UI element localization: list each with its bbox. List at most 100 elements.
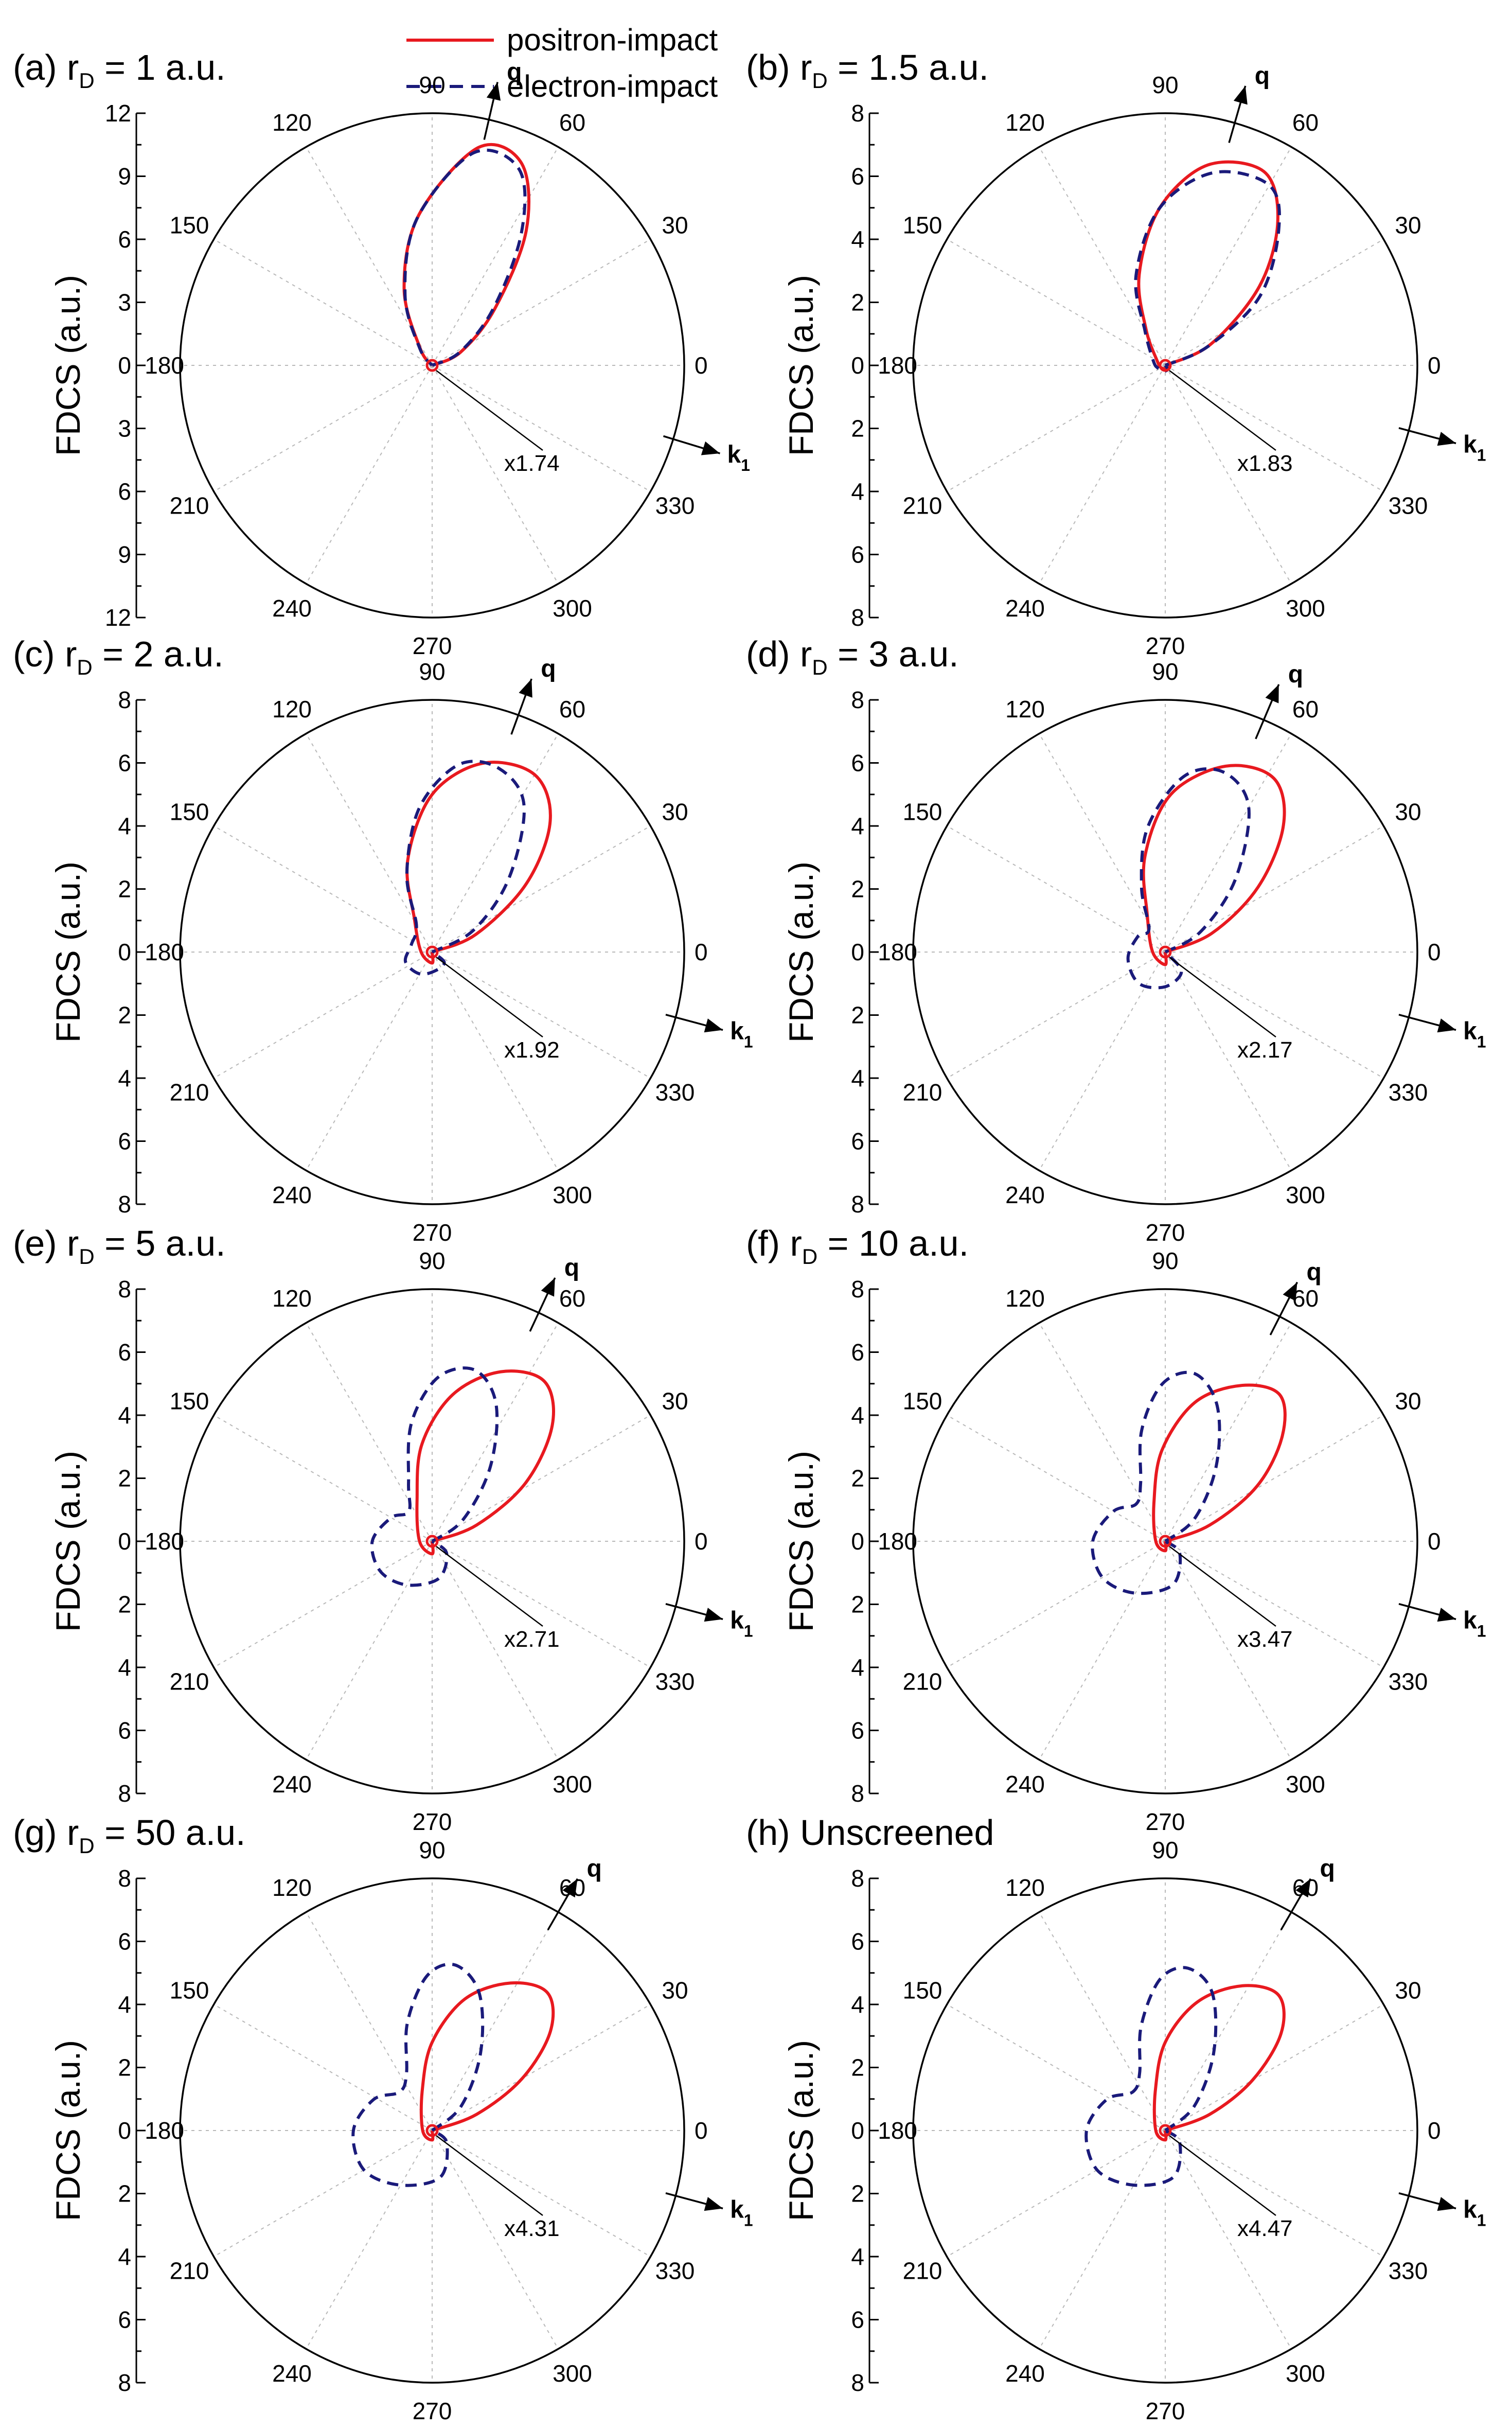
origin-marker (1159, 359, 1172, 372)
q-vector-arrowhead (486, 82, 501, 101)
radial-tick-label: 6 (851, 1928, 864, 1955)
radial-tick-label: 0 (118, 2117, 131, 2144)
angle-label-300: 300 (553, 595, 592, 622)
grid-spoke (947, 365, 1166, 492)
grid-spoke (432, 1541, 559, 1760)
series-electron-impact (403, 148, 527, 367)
origin-marker (425, 359, 439, 372)
angle-label-30: 30 (1395, 1977, 1421, 2004)
radial-tick-label: 6 (851, 1717, 864, 1744)
q-vector-label: q (1255, 62, 1270, 90)
polar-panel-c: (c) rD = 2 a.u. 9060300330300270240210180… (13, 634, 753, 1246)
angle-label-270: 270 (1146, 1808, 1185, 1835)
k1-vector-arrowhead (701, 441, 720, 455)
angle-label-210: 210 (170, 2258, 209, 2284)
angle-label-270: 270 (413, 1219, 452, 1246)
panel-title: (b) rD = 1.5 a.u. (746, 47, 989, 93)
q-vector-arrowhead (1265, 684, 1279, 703)
series-electron-impact (1091, 1370, 1221, 1595)
radial-tick-label: 12 (105, 604, 131, 631)
radial-tick-label: 2 (851, 1002, 864, 1029)
grid-spoke (1165, 825, 1384, 953)
radial-tick-label: 8 (118, 2369, 131, 2396)
radial-tick-label: 6 (851, 541, 864, 568)
radial-tick-label: 4 (851, 1065, 864, 1092)
angle-label-150: 150 (170, 212, 209, 239)
scale-factor-label: x1.74 (504, 451, 560, 476)
grid-spoke (432, 1541, 651, 1668)
radial-tick-label: 8 (851, 1780, 864, 1807)
angle-label-90: 90 (1152, 1247, 1178, 1274)
series-electron-impact (351, 1962, 485, 2187)
grid-spoke (214, 2004, 433, 2131)
scale-factor-label: x2.71 (504, 1627, 560, 1652)
angle-label-30: 30 (1395, 1388, 1421, 1415)
radial-tick-label: 6 (118, 1339, 131, 1366)
angle-label-240: 240 (1005, 2360, 1045, 2387)
scale-pointer-line (1169, 369, 1276, 451)
grid-spoke (214, 2130, 433, 2257)
angle-label-30: 30 (662, 1388, 688, 1415)
radial-tick-label: 6 (851, 1339, 864, 1366)
series-positron-impact (1137, 160, 1279, 371)
scale-factor-label: x1.92 (504, 1037, 560, 1063)
y-axis-title: FDCS (a.u.) (782, 2040, 820, 2221)
angle-label-180: 180 (145, 1528, 184, 1555)
grid-spoke (214, 1415, 433, 1542)
radial-tick-label: 3 (118, 415, 131, 442)
k1-vector-label: k1 (1463, 2196, 1486, 2229)
angle-label-330: 330 (1389, 1668, 1428, 1695)
k1-vector-label: k1 (1463, 1607, 1486, 1640)
polar-outer-circle (179, 1288, 685, 1794)
radial-tick-label: 6 (851, 1128, 864, 1155)
panel-title: (c) rD = 2 a.u. (13, 634, 224, 679)
grid-spoke (947, 2004, 1166, 2131)
radial-tick-label: 6 (118, 1128, 131, 1155)
series-electron-impact (1134, 170, 1281, 373)
grid-spoke (306, 1541, 433, 1760)
grid-spoke (1165, 2130, 1292, 2349)
angle-label-180: 180 (878, 2117, 917, 2144)
angle-label-0: 0 (1428, 1528, 1441, 1555)
grid-spoke (432, 2004, 651, 2131)
angle-label-270: 270 (413, 1808, 452, 1835)
angle-label-90: 90 (1152, 658, 1178, 685)
radial-tick-label: 0 (118, 939, 131, 965)
grid-spoke (214, 1541, 433, 1668)
grid-spoke (1165, 952, 1292, 1171)
angle-label-240: 240 (1005, 1182, 1045, 1208)
polar-panel-f: (f) rD = 10 a.u. 906030033030027024021018… (746, 1223, 1486, 1835)
angle-label-210: 210 (903, 1668, 942, 1695)
grid-spoke (1165, 2130, 1384, 2257)
grid-spoke (306, 147, 433, 366)
panel-title: (g) rD = 50 a.u. (13, 1812, 246, 1858)
radial-tick-label: 2 (851, 2180, 864, 2207)
polar-panel-g: (g) rD = 50 a.u.906030033030027024021018… (13, 1812, 753, 2424)
scale-pointer-line (436, 1545, 543, 1627)
grid-spoke (1165, 147, 1292, 366)
angle-label-120: 120 (272, 696, 312, 723)
radial-tick-label: 6 (118, 1928, 131, 1955)
q-vector-label: q (1320, 1855, 1335, 1882)
y-axis-title: FDCS (a.u.) (49, 861, 87, 1043)
origin-marker (1159, 945, 1172, 959)
polar-panel-h: (h) Unscreened90603003303002702402101801… (746, 1812, 1486, 2424)
radial-tick-label: 6 (851, 163, 864, 190)
angle-label-0: 0 (695, 939, 708, 965)
angle-label-90: 90 (419, 72, 445, 98)
angle-label-240: 240 (272, 595, 312, 622)
angle-label-300: 300 (553, 1182, 592, 1208)
radial-tick-label: 4 (851, 1654, 864, 1681)
angle-label-270: 270 (413, 632, 452, 659)
radial-tick-label: 0 (851, 939, 864, 965)
radial-tick-label: 2 (118, 2054, 131, 2081)
radial-tick-label: 4 (118, 2243, 131, 2270)
radial-tick-label: 8 (118, 1276, 131, 1302)
scale-pointer-line (436, 369, 543, 451)
grid-spoke (1165, 1541, 1384, 1668)
radial-tick-label: 8 (118, 687, 131, 713)
polar-outer-circle (912, 1288, 1418, 1794)
angle-label-300: 300 (1286, 1182, 1325, 1208)
radial-tick-label: 0 (118, 1528, 131, 1555)
radial-tick-label: 4 (118, 1065, 131, 1092)
